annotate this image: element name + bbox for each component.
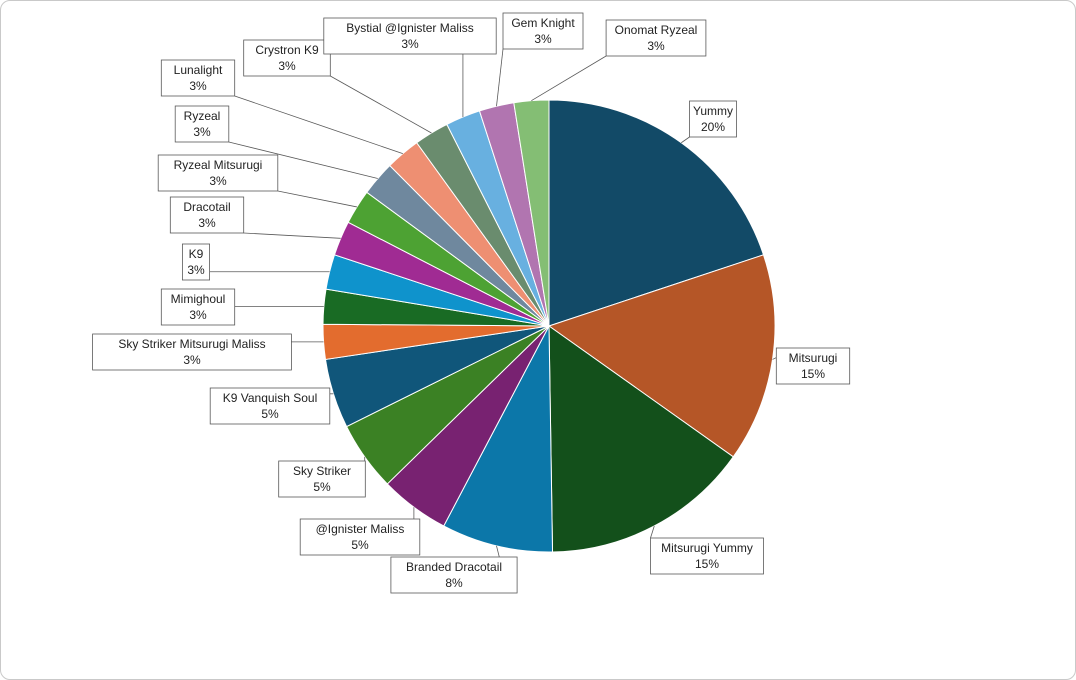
pie-slice-branded-dracotail bbox=[443, 325, 554, 553]
data-label-percent: 3% bbox=[189, 79, 207, 93]
data-label-crystron-k9: Crystron K9 3% bbox=[243, 39, 331, 77]
data-label-box bbox=[502, 12, 584, 50]
data-label-mitsurugi: Mitsurugi 15% bbox=[775, 347, 851, 385]
pie-slices bbox=[322, 99, 776, 553]
data-label-percent: 3% bbox=[278, 59, 296, 73]
data-label-category: Dracotail bbox=[183, 200, 230, 214]
data-label-category: Lunalight bbox=[174, 63, 223, 77]
data-label-category: Ryzeal Mitsurugi bbox=[174, 158, 263, 172]
data-label-category: K9 Vanquish Soul bbox=[223, 391, 318, 405]
leader-line-ryzeal bbox=[228, 141, 378, 179]
data-label-category: Onomat Ryzeal bbox=[615, 23, 698, 37]
data-label-percent: 3% bbox=[534, 32, 552, 46]
leader-line-mitsurugi bbox=[772, 357, 777, 360]
data-label-box bbox=[323, 17, 497, 55]
data-label-mimighoul: Mimighoul 3% bbox=[160, 288, 236, 326]
pie-slice-yummy bbox=[548, 99, 765, 327]
data-label-percent: 5% bbox=[261, 407, 279, 421]
data-label-percent: 5% bbox=[313, 480, 331, 494]
data-label-box bbox=[160, 59, 236, 97]
data-label-percent: 3% bbox=[401, 37, 419, 51]
data-label-category: Mitsurugi bbox=[789, 351, 838, 365]
data-label-box bbox=[174, 105, 230, 143]
data-label-percent: 8% bbox=[445, 576, 463, 590]
leader-line-crystron-k9 bbox=[330, 75, 432, 134]
data-label-ignister-maliss: @Ignister Maliss 5% bbox=[299, 518, 421, 556]
data-label-category: Bystial @Ignister Maliss bbox=[346, 21, 474, 35]
data-labels: Yummy 20% Mitsurugi 15% Mitsurugi Yummy 15% Br… bbox=[92, 12, 851, 594]
pie-slice-onomat-ryzeal bbox=[513, 99, 550, 327]
data-label-dracotail: Dracotail 3% bbox=[169, 196, 245, 234]
data-label-category: Yummy bbox=[693, 104, 733, 118]
data-label-box bbox=[299, 518, 421, 556]
data-label-percent: 20% bbox=[701, 120, 725, 134]
data-label-box bbox=[390, 556, 518, 594]
data-label-gem-knight: Gem Knight 3% bbox=[502, 12, 584, 50]
data-label-category: K9 bbox=[189, 247, 204, 261]
data-label-percent: 3% bbox=[209, 174, 227, 188]
data-label-box bbox=[157, 154, 279, 192]
data-label-k9-vanquish-soul: K9 Vanquish Soul 5% bbox=[209, 387, 331, 425]
data-label-category: @Ignister Maliss bbox=[316, 522, 405, 536]
data-label-category: Branded Dracotail bbox=[406, 560, 502, 574]
data-label-mitsurugi-yummy: Mitsurugi Yummy 15% bbox=[650, 537, 764, 575]
data-label-sky-striker: Sky Striker 5% bbox=[278, 460, 366, 498]
data-label-bystial-ignister-maliss: Bystial @Ignister Maliss 3% bbox=[323, 17, 497, 55]
data-label-box bbox=[650, 537, 764, 575]
leader-lines bbox=[209, 48, 777, 558]
data-label-k9: K93% bbox=[181, 243, 210, 281]
leader-line-mitsurugi-yummy bbox=[650, 525, 655, 539]
data-label-box bbox=[605, 19, 707, 57]
data-label-ryzeal: Ryzeal 3% bbox=[174, 105, 230, 143]
data-label-percent: 15% bbox=[801, 367, 825, 381]
data-label-box bbox=[160, 288, 236, 326]
data-label-category: Sky Striker bbox=[293, 464, 351, 478]
data-label-onomat-ryzeal: Onomat Ryzeal 3% bbox=[605, 19, 707, 57]
data-label-category: Mitsurugi Yummy bbox=[661, 541, 753, 555]
data-label-category: Gem Knight bbox=[511, 16, 575, 30]
data-label-category: Mimighoul bbox=[171, 292, 226, 306]
data-label-percent: 15% bbox=[695, 557, 719, 571]
data-label-percent: 3% bbox=[187, 263, 205, 277]
data-label-box bbox=[278, 460, 366, 498]
data-label-box bbox=[181, 243, 210, 281]
leader-line-dracotail bbox=[243, 232, 341, 239]
data-label-box bbox=[243, 39, 331, 77]
leader-line-lunalight bbox=[234, 95, 403, 155]
data-label-yummy: Yummy 20% bbox=[689, 100, 737, 138]
data-label-box bbox=[92, 333, 292, 371]
leader-line-branded-dracotail bbox=[496, 545, 500, 558]
leader-line-ryzeal-mitsurugi bbox=[277, 190, 357, 208]
data-label-lunalight: Lunalight 3% bbox=[160, 59, 236, 97]
leader-line-onomat-ryzeal bbox=[531, 55, 607, 102]
leader-line-gem-knight bbox=[496, 48, 504, 107]
data-label-category: Sky Striker Mitsurugi Maliss bbox=[118, 337, 265, 351]
pie-slice-mitsurugi-yummy bbox=[548, 325, 734, 553]
data-label-category: Ryzeal bbox=[184, 109, 221, 123]
leader-line-yummy bbox=[681, 136, 690, 144]
data-label-percent: 3% bbox=[193, 125, 211, 139]
data-label-ryzeal-mitsurugi: Ryzeal Mitsurugi 3% bbox=[157, 154, 279, 192]
data-label-percent: 3% bbox=[647, 39, 665, 53]
data-label-percent: 5% bbox=[351, 538, 369, 552]
data-label-box bbox=[209, 387, 331, 425]
data-label-percent: 3% bbox=[198, 216, 216, 230]
data-label-category: Crystron K9 bbox=[255, 43, 319, 57]
data-label-box bbox=[169, 196, 245, 234]
data-label-sky-striker-mitsurugi-maliss: Sky Striker Mitsurugi Maliss 3% bbox=[92, 333, 292, 371]
data-label-percent: 3% bbox=[183, 353, 201, 367]
data-label-box bbox=[775, 347, 851, 385]
data-label-box bbox=[689, 100, 737, 138]
pie-slice-mitsurugi bbox=[547, 254, 776, 458]
data-label-percent: 3% bbox=[189, 308, 207, 322]
data-label-branded-dracotail: Branded Dracotail 8% bbox=[390, 556, 518, 594]
